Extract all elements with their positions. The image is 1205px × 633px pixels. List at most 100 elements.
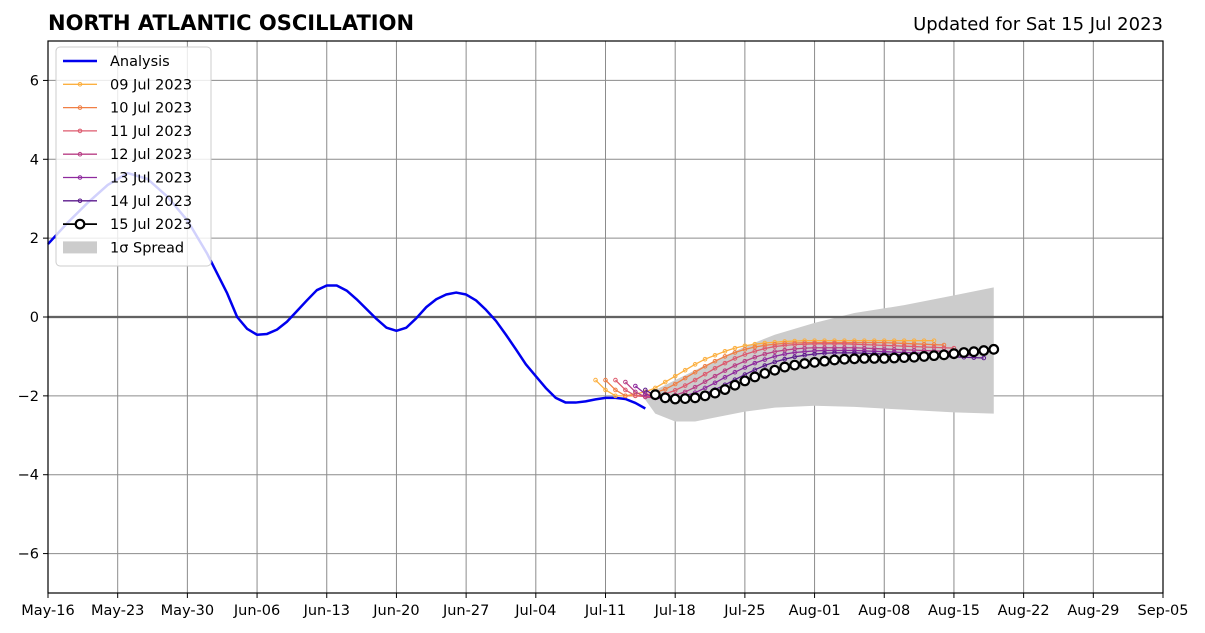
forecast-point	[692, 362, 698, 367]
legend-entry-3: 11 Jul 2023	[63, 124, 192, 140]
x-tick-label: Jun-06	[233, 603, 280, 619]
forecast-line	[595, 340, 935, 397]
forecast-point	[789, 359, 801, 371]
forecast-point	[659, 392, 671, 404]
forecast-point	[752, 349, 758, 354]
forecast-point	[742, 365, 748, 370]
legend-entry-6: 14 Jul 2023	[63, 194, 192, 210]
forecast-point	[722, 368, 728, 373]
legend-entry-4: 12 Jul 2023	[63, 147, 192, 163]
forecast-point	[739, 375, 751, 387]
forecast-point	[613, 377, 618, 383]
forecast-point	[772, 344, 778, 349]
x-tick-label: May-16	[21, 603, 74, 619]
forecast-point	[832, 345, 837, 351]
x-tick-label: Jul-25	[723, 603, 765, 619]
forecast-point	[928, 350, 940, 362]
y-tick-label: 2	[30, 231, 39, 247]
x-tick-label: Aug-29	[1067, 603, 1119, 619]
forecast-point	[891, 340, 897, 346]
forecast-point	[881, 346, 887, 352]
forecast-point	[672, 381, 678, 387]
forecast-point	[702, 371, 708, 377]
forecast-point	[968, 346, 980, 358]
forecast-point	[633, 383, 638, 389]
legend-label: 14 Jul 2023	[110, 194, 192, 210]
forecast-point	[862, 345, 867, 351]
forecast-point	[672, 388, 678, 393]
x-tick-label: Aug-22	[998, 603, 1050, 619]
forecast-point	[719, 384, 731, 395]
forecast-point	[911, 341, 917, 347]
legend-entry-1: 09 Jul 2023	[63, 77, 192, 93]
chart-title: NORTH ATLANTIC OSCILLATION	[48, 11, 414, 35]
legend-entry-5: 13 Jul 2023	[63, 171, 192, 187]
forecast-point	[792, 354, 797, 360]
forecast-point	[871, 346, 877, 351]
legend-marker	[74, 218, 86, 230]
legend-label: 12 Jul 2023	[110, 147, 192, 163]
legend-box	[55, 46, 212, 267]
forecast-point	[772, 359, 778, 365]
forecast-series-2	[613, 341, 957, 399]
forecast-series	[593, 338, 1000, 405]
forecast-point	[839, 353, 850, 365]
forecast-point	[852, 345, 857, 351]
forecast-point	[769, 364, 781, 376]
forecast-point	[712, 380, 718, 386]
x-tick-label: Sep-05	[1137, 603, 1188, 619]
forecast-point	[881, 340, 887, 345]
forecast-point	[762, 346, 768, 351]
forecast-point	[792, 342, 797, 347]
forecast-point	[613, 387, 618, 393]
forecast-point	[921, 341, 927, 347]
forecast-point	[868, 353, 880, 364]
x-tick-label: Jul-04	[514, 603, 556, 619]
forecast-point	[692, 369, 698, 375]
forecast-point	[682, 367, 688, 373]
forecast-point	[878, 353, 890, 364]
legend: Analysis 09 Jul 2023 10 Jul 2023 11 Jul 202…	[55, 46, 212, 267]
forecast-point	[729, 379, 741, 391]
legend-entry-7: 15 Jul 2023	[63, 217, 192, 233]
forecast-point	[682, 383, 688, 388]
legend-label: 1σ Spread	[110, 240, 184, 256]
forecast-line	[624, 347, 964, 399]
forecast-point	[958, 347, 970, 358]
legend-label: Analysis	[110, 54, 170, 70]
forecast-point	[613, 393, 618, 399]
y-tick-label: 6	[30, 73, 39, 89]
analysis-line	[47, 171, 646, 410]
forecast-point	[822, 348, 827, 353]
forecast-point	[702, 385, 708, 391]
x-tick-label: Jun-20	[372, 603, 419, 619]
forecast-point	[623, 393, 628, 399]
y-axis-ticks: −6 −4 −2 0 2 4 6	[18, 73, 48, 563]
forecast-point	[712, 352, 718, 358]
forecast-point	[822, 350, 827, 356]
legend-label: 15 Jul 2023	[110, 217, 192, 233]
forecast-point	[623, 387, 628, 393]
forecast-point	[772, 354, 778, 359]
forecast-point	[762, 351, 768, 357]
x-tick-label: May-23	[91, 603, 144, 619]
forecast-point	[938, 349, 950, 361]
legend-swatch	[63, 241, 97, 254]
forecast-point	[981, 355, 987, 361]
forecast-point	[732, 350, 738, 355]
forecast-point	[633, 389, 638, 395]
chart-subtitle: Updated for Sat 15 Jul 2023	[913, 14, 1163, 35]
forecast-point	[722, 375, 728, 380]
y-tick-label: 0	[30, 310, 39, 326]
forecast-point	[901, 347, 907, 353]
forecast-point	[682, 375, 688, 381]
legend-marker	[77, 105, 83, 110]
forecast-point	[623, 379, 628, 385]
forecast-point	[649, 389, 661, 401]
forecast-point	[709, 387, 721, 399]
forecast-point	[643, 387, 648, 393]
forecast-point	[759, 367, 771, 379]
forecast-point	[782, 343, 787, 348]
forecast-point	[891, 347, 897, 352]
forecast-point	[712, 373, 718, 379]
